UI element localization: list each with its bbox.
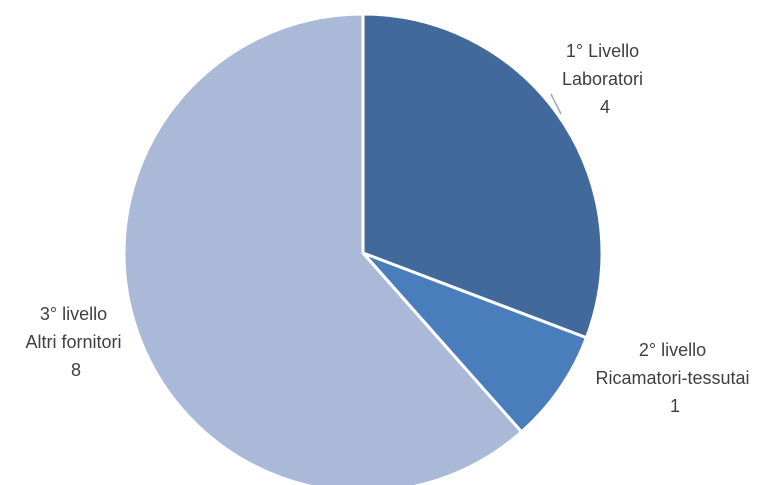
slice-2-value: 1 bbox=[670, 396, 680, 416]
slice-label-2: 2° livello Ricamatori-tessutai 1 bbox=[595, 340, 754, 416]
slice-3-name: 3° livello bbox=[40, 304, 107, 324]
slice-label-3: 3° livello Altri fornitori 8 bbox=[25, 304, 126, 380]
slice-1-name: 1° Livello bbox=[566, 41, 639, 61]
pie-slice-3 bbox=[122, 12, 523, 485]
slice-1-category: Laboratori bbox=[562, 69, 643, 89]
leader-lines bbox=[550, 93, 562, 115]
slice-3-value: 8 bbox=[71, 360, 81, 380]
slice-label-1: 1° Livello Laboratori 4 bbox=[562, 41, 648, 117]
pie-slices bbox=[122, 12, 604, 485]
slice-2-category: Ricamatori-tessutai bbox=[595, 368, 749, 388]
leader-line-slice-1 bbox=[550, 93, 562, 115]
slice-2-name: 2° livello bbox=[639, 340, 706, 360]
slice-1-value: 4 bbox=[600, 97, 610, 117]
pie-slice-1 bbox=[361, 12, 604, 340]
pie-slice-2 bbox=[361, 251, 588, 434]
slice-3-category: Altri fornitori bbox=[25, 332, 121, 352]
